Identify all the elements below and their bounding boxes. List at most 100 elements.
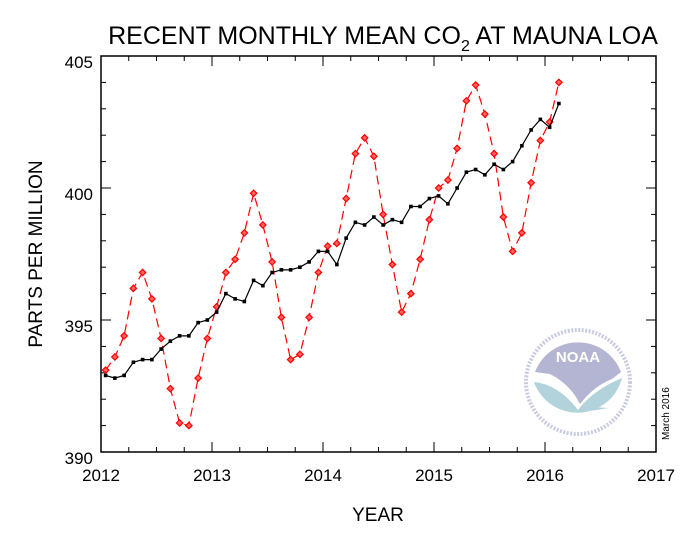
seasonal-data-point bbox=[138, 268, 147, 277]
trend-data-point bbox=[103, 373, 108, 378]
trend-data-point bbox=[436, 194, 441, 198]
trend-data-point bbox=[316, 249, 321, 254]
seasonal-data-point bbox=[166, 384, 175, 393]
trend-data-point bbox=[298, 265, 302, 269]
trend-data-point bbox=[140, 357, 145, 362]
trend-data-point bbox=[455, 186, 459, 190]
trend-data-point bbox=[224, 291, 228, 296]
seasonal-data-point bbox=[536, 136, 545, 145]
seasonal-data-point bbox=[527, 178, 536, 187]
trend-data-point bbox=[501, 167, 506, 172]
trend-data-point bbox=[251, 278, 256, 283]
plot-series bbox=[101, 78, 563, 430]
seasonal-data-point bbox=[360, 133, 369, 142]
seasonal-data-point bbox=[453, 144, 462, 153]
trend-data-point bbox=[113, 376, 117, 380]
trend-data-point bbox=[150, 357, 154, 362]
seasonal-data-point bbox=[397, 308, 406, 317]
trend-data-point bbox=[446, 202, 450, 206]
seasonal-data-point bbox=[554, 78, 563, 87]
trend-data-point bbox=[177, 334, 182, 338]
y-tick-label: 405 bbox=[65, 53, 93, 72]
seasonal-data-point bbox=[120, 331, 129, 340]
seasonal-data-point bbox=[517, 228, 526, 237]
seasonal-data-point bbox=[129, 284, 138, 293]
trend-data-point bbox=[307, 260, 311, 264]
date-annotation: March 2016 bbox=[661, 387, 672, 440]
trend-data-point bbox=[288, 268, 293, 272]
seasonal-data-point bbox=[434, 183, 443, 193]
seasonal-data-point bbox=[499, 212, 508, 222]
seasonal-data-point bbox=[416, 255, 425, 264]
noaa-logo: NOAA bbox=[521, 325, 635, 439]
trend-data-point bbox=[483, 173, 487, 177]
trend-data-point bbox=[159, 347, 163, 351]
trend-data-point bbox=[362, 223, 367, 227]
seasonal-data-point bbox=[490, 149, 499, 158]
y-tick-label: 390 bbox=[65, 449, 93, 468]
seasonal-data-point bbox=[471, 80, 480, 90]
trend-data-point bbox=[464, 170, 469, 174]
seasonal-data-point bbox=[379, 210, 388, 219]
x-tick-label: 2012 bbox=[82, 466, 120, 485]
trend-data-point bbox=[335, 262, 339, 267]
plot-axes: 2012 2013 2014 2015 2016 2017 390 395 400 405 bbox=[65, 53, 675, 485]
seasonal-data-point bbox=[351, 149, 360, 158]
seasonal-data-point bbox=[425, 215, 434, 224]
seasonal-data-point bbox=[184, 421, 193, 430]
trend-data-point bbox=[344, 236, 348, 240]
seasonal-data-point bbox=[286, 355, 295, 364]
x-axis-label: YEAR bbox=[352, 505, 404, 526]
trend-data-point bbox=[168, 339, 173, 343]
trend-data-point bbox=[279, 268, 284, 272]
trend-data-point bbox=[233, 297, 237, 301]
seasonal-data-point bbox=[480, 110, 489, 119]
seasonal-data-point bbox=[157, 334, 166, 343]
trend-data-point bbox=[353, 220, 358, 225]
seasonal-data-point bbox=[268, 257, 277, 266]
seasonal-data-point bbox=[221, 268, 230, 277]
seasonal-data-point bbox=[194, 374, 203, 383]
trend-data-point bbox=[122, 373, 126, 378]
seasonal-data-point bbox=[101, 366, 110, 375]
seasonal-data-point bbox=[406, 289, 415, 298]
seasonal-data-point bbox=[314, 268, 323, 277]
y-tick-label: 400 bbox=[65, 185, 93, 204]
trend-data-point bbox=[409, 204, 413, 209]
seasonal-series-line bbox=[105, 82, 560, 427]
trend-data-point bbox=[270, 270, 274, 275]
noaa-logo-wordmark: NOAA bbox=[556, 349, 600, 366]
x-tick-label: 2013 bbox=[193, 466, 231, 485]
x-tick-label: 2017 bbox=[637, 466, 675, 485]
seasonal-data-point bbox=[110, 352, 119, 362]
trend-data-point bbox=[205, 318, 210, 322]
trend-data-point bbox=[131, 360, 136, 365]
trend-data-point bbox=[492, 162, 496, 167]
trend-data-point bbox=[557, 101, 561, 106]
trend-data-point bbox=[547, 125, 552, 130]
seasonal-data-point bbox=[443, 176, 452, 185]
trend-data-point bbox=[381, 223, 385, 227]
seasonal-data-point bbox=[295, 350, 304, 359]
seasonal-data-point bbox=[203, 334, 212, 343]
trend-data-point bbox=[372, 215, 376, 219]
trend-data-point bbox=[242, 299, 247, 304]
trend-data-point bbox=[418, 204, 422, 209]
trend-data-point bbox=[390, 217, 395, 222]
seasonal-data-point bbox=[231, 255, 240, 264]
seasonal-data-point bbox=[323, 242, 332, 251]
trend-data-point bbox=[520, 143, 524, 148]
seasonal-data-point bbox=[462, 96, 471, 105]
trend-data-point bbox=[214, 310, 219, 314]
trend-data-point bbox=[399, 220, 404, 225]
y-tick-label: 395 bbox=[65, 317, 93, 336]
seasonal-data-point bbox=[212, 302, 221, 311]
seasonal-data-point bbox=[388, 260, 397, 269]
trend-data-point bbox=[187, 334, 191, 338]
chart-title: RECENT MONTHLY MEAN CO2 AT MAUNA LOA bbox=[108, 22, 658, 55]
x-tick-label: 2015 bbox=[415, 466, 453, 485]
x-tick-label: 2016 bbox=[526, 466, 564, 485]
seasonal-data-point bbox=[342, 194, 351, 203]
trend-data-point bbox=[529, 128, 533, 132]
